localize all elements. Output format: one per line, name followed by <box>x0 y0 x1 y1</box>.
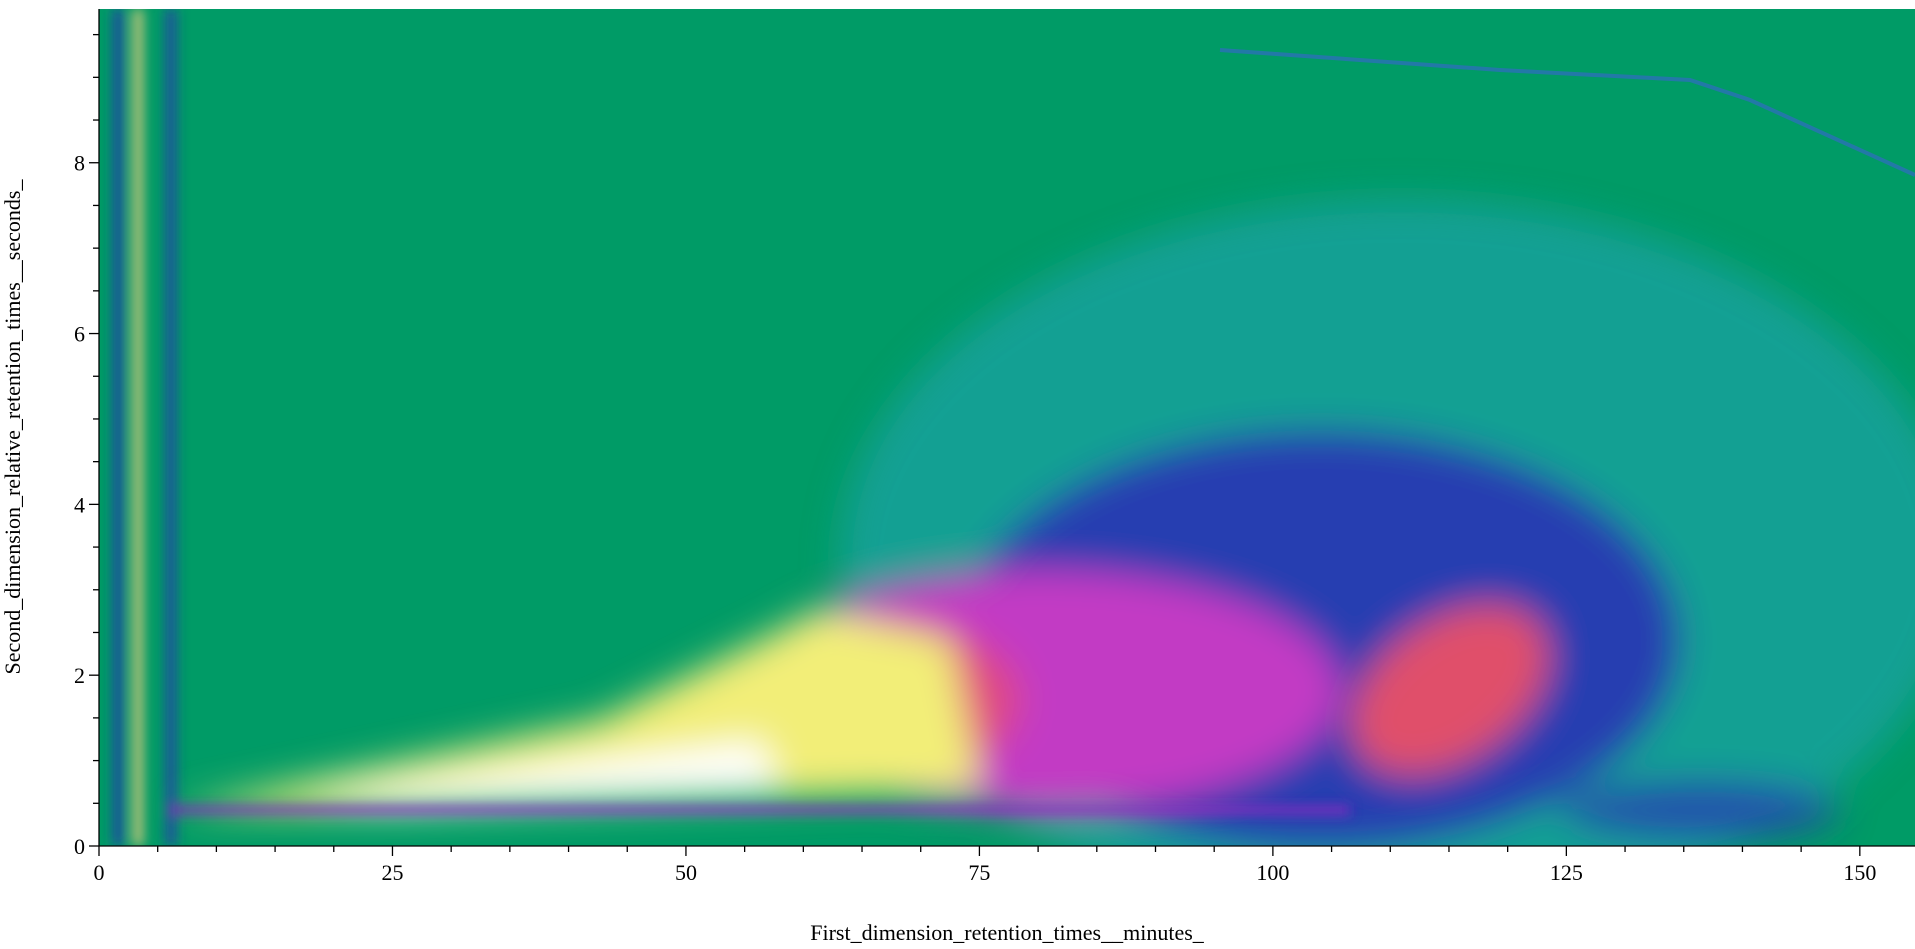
y-axis-label: Second_dimension_relative_retention_time… <box>0 179 25 675</box>
x-tick-label: 75 <box>968 860 990 885</box>
x-axis-label: First_dimension_retention_times__minutes… <box>810 920 1205 945</box>
x-tick-label: 100 <box>1256 860 1289 885</box>
y-tick-label: 8 <box>74 151 85 176</box>
x-tick-label: 125 <box>1550 860 1583 885</box>
y-tick-label: 2 <box>74 663 85 688</box>
x-tick-label: 25 <box>381 860 403 885</box>
y-tick-label: 4 <box>74 492 85 517</box>
x-tick-label: 50 <box>675 860 697 885</box>
heatmap-image <box>99 9 1915 846</box>
y-tick-label: 6 <box>74 322 85 347</box>
x-tick-label: 0 <box>94 860 105 885</box>
y-tick-label: 0 <box>74 834 85 859</box>
x-tick-label: 150 <box>1843 860 1876 885</box>
